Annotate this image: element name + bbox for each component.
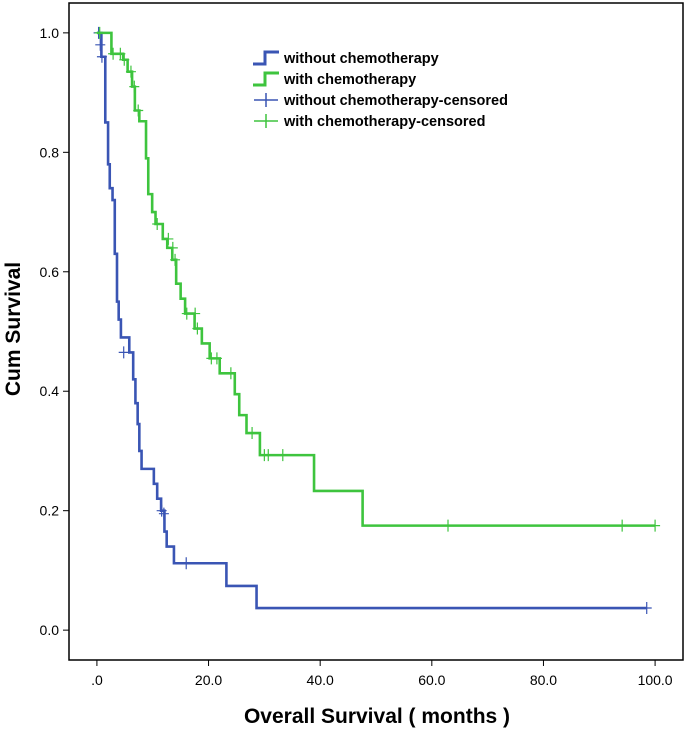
y-tick-label: 0.2 bbox=[40, 503, 60, 519]
censor-mark-with-chemotherapy bbox=[125, 65, 136, 78]
censor-mark-with-chemotherapy bbox=[650, 519, 661, 532]
censor-mark-with-chemotherapy bbox=[129, 80, 140, 93]
censor-mark-without-chemotherapy bbox=[156, 504, 167, 517]
y-tick-label: 0.0 bbox=[40, 622, 60, 638]
plot-frame bbox=[68, 2, 684, 661]
censor-mark-without-chemotherapy bbox=[95, 38, 106, 51]
censor-mark-without-chemotherapy bbox=[118, 346, 129, 359]
censor-mark-without-chemotherapy bbox=[158, 507, 169, 520]
legend-swatch-with-chemotherapy-censored bbox=[254, 114, 278, 128]
censor-mark-with-chemotherapy bbox=[277, 449, 288, 462]
y-tick-label: 0.6 bbox=[40, 264, 60, 280]
censor-mark-with-chemotherapy bbox=[192, 322, 203, 335]
y-tick-label: 0.8 bbox=[40, 144, 60, 160]
legend-label-with-chemotherapy: with chemotherapy bbox=[283, 72, 416, 88]
series-layer bbox=[93, 26, 661, 615]
censor-mark-without-chemotherapy bbox=[96, 50, 107, 63]
censor-mark-with-chemotherapy bbox=[163, 232, 174, 245]
y-axis-ticks: 0.0 0.2 0.4 0.6 0.8 1.0 bbox=[40, 25, 69, 638]
x-tick-label: 80.0 bbox=[530, 672, 557, 688]
series-line-without-chemotherapy bbox=[96, 31, 647, 610]
legend: without chemotherapy with chemotherapy wit… bbox=[253, 50, 508, 130]
x-tick-label: 100.0 bbox=[638, 672, 673, 688]
x-tick-label: 20.0 bbox=[195, 672, 222, 688]
censor-mark-with-chemotherapy bbox=[181, 307, 192, 320]
y-tick-label: 1.0 bbox=[40, 25, 60, 41]
censor-mark-with-chemotherapy bbox=[211, 352, 222, 365]
censor-mark-with-chemotherapy bbox=[167, 241, 178, 254]
censor-mark-with-chemotherapy bbox=[170, 253, 181, 266]
censor-mark-with-chemotherapy bbox=[443, 519, 454, 532]
censor-mark-with-chemotherapy bbox=[94, 26, 105, 39]
censor-mark-with-chemotherapy bbox=[263, 449, 274, 462]
plot-border bbox=[68, 2, 684, 661]
x-axis-title: Overall Survival ( months ) bbox=[244, 705, 510, 728]
legend-swatch-with-chemotherapy bbox=[253, 71, 279, 87]
x-tick-label: .0 bbox=[91, 672, 103, 688]
legend-label-with-chemotherapy-censored: with chemotherapy-censored bbox=[283, 114, 485, 130]
censor-mark-with-chemotherapy bbox=[133, 104, 144, 117]
censor-mark-with-chemotherapy bbox=[225, 367, 236, 380]
censor-mark-with-chemotherapy bbox=[247, 427, 258, 440]
censor-mark-with-chemotherapy bbox=[152, 217, 163, 230]
x-tick-label: 40.0 bbox=[307, 672, 334, 688]
censor-mark-with-chemotherapy bbox=[119, 53, 130, 66]
legend-swatch-without-chemotherapy bbox=[253, 50, 279, 66]
legend-label-without-chemotherapy: without chemotherapy bbox=[283, 51, 439, 67]
censor-mark-with-chemotherapy bbox=[617, 519, 628, 532]
y-axis-title: Cum Survival bbox=[2, 262, 25, 396]
censor-mark-without-chemotherapy bbox=[641, 602, 652, 615]
legend-swatch-without-chemotherapy-censored bbox=[254, 93, 278, 107]
x-axis-ticks: .0 20.0 40.0 60.0 80.0 100.0 bbox=[91, 660, 673, 688]
legend-label-without-chemotherapy-censored: without chemotherapy-censored bbox=[283, 93, 508, 109]
censor-mark-without-chemotherapy bbox=[181, 557, 192, 570]
y-tick-label: 0.4 bbox=[40, 383, 60, 399]
censor-mark-with-chemotherapy bbox=[190, 307, 201, 320]
x-tick-label: 60.0 bbox=[418, 672, 445, 688]
